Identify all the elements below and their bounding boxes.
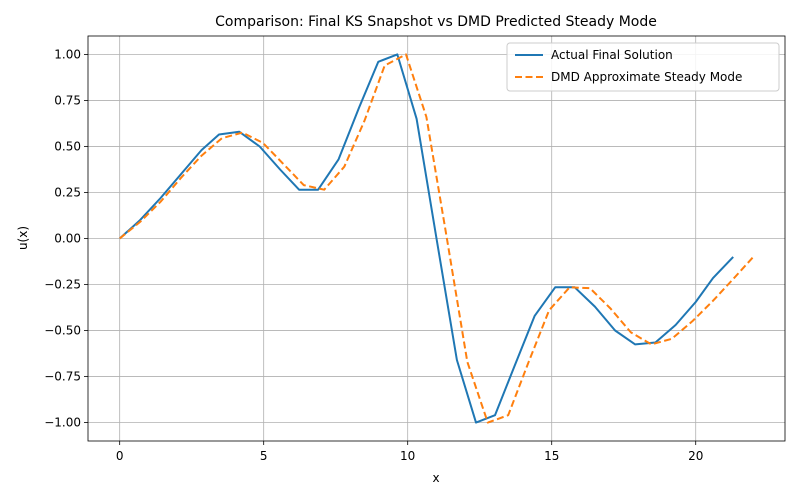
legend-label-0: Actual Final Solution — [551, 48, 673, 62]
y-tick-label: −0.50 — [44, 324, 81, 338]
series-line-0 — [119, 53, 734, 424]
y-tick-label: −0.75 — [44, 370, 81, 384]
y-tick-label: 0.00 — [54, 232, 81, 246]
legend-box — [506, 42, 780, 92]
plot-area: 0 5 10 15 20 −1.00 −0.75 −0.50 −0.25 0.00 0.25 0.50… — [44, 35, 786, 463]
x-tick-label: 20 — [688, 449, 703, 463]
x-tick-label: 5 — [260, 449, 268, 463]
y-tick-label: −1.00 — [44, 416, 81, 430]
y-tick-label: −0.25 — [44, 278, 81, 292]
legend-label-1: DMD Approximate Steady Mode — [551, 70, 742, 84]
y-tick-label: 0.25 — [54, 185, 81, 199]
x-tick-label: 10 — [400, 449, 415, 463]
chart-title: Comparison: Final KS Snapshot vs DMD Pre… — [215, 14, 657, 30]
y-tick-label: 0.75 — [54, 93, 81, 107]
y-axis-label: u(x) — [16, 226, 30, 250]
x-tick-label: 0 — [116, 449, 124, 463]
x-axis-label: x — [432, 471, 439, 485]
y-tick-label: 0.50 — [54, 139, 81, 153]
legend: Actual Final Solution DMD Approximate Ste… — [506, 42, 780, 92]
x-tick-label: 15 — [544, 449, 559, 463]
y-tick-label: 1.00 — [54, 47, 81, 61]
series-line-1 — [119, 53, 755, 424]
